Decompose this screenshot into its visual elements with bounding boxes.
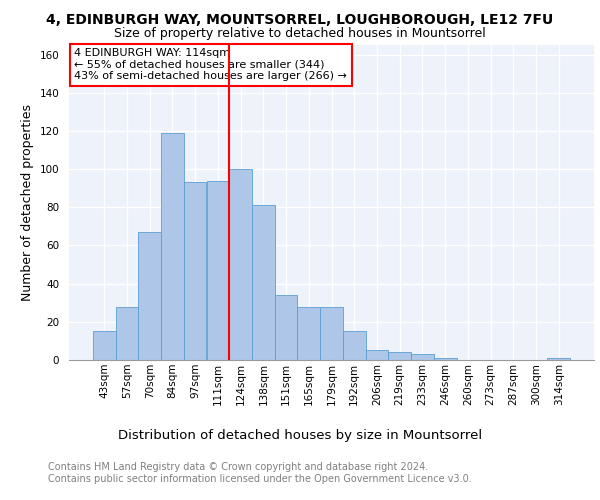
Bar [320, 306, 343, 360]
Bar [252, 206, 275, 360]
Bar [275, 295, 298, 360]
Text: Contains HM Land Registry data © Crown copyright and database right 2024.: Contains HM Land Registry data © Crown c… [48, 462, 428, 472]
Y-axis label: Number of detached properties: Number of detached properties [21, 104, 34, 301]
Bar [434, 358, 457, 360]
Bar [229, 169, 252, 360]
Bar [139, 232, 161, 360]
Text: Size of property relative to detached houses in Mountsorrel: Size of property relative to detached ho… [114, 28, 486, 40]
Bar [298, 306, 320, 360]
Bar [388, 352, 411, 360]
Bar [93, 332, 116, 360]
Text: Contains public sector information licensed under the Open Government Licence v3: Contains public sector information licen… [48, 474, 472, 484]
Text: Distribution of detached houses by size in Mountsorrel: Distribution of detached houses by size … [118, 430, 482, 442]
Bar [343, 332, 365, 360]
Bar [365, 350, 388, 360]
Bar [161, 133, 184, 360]
Text: 4, EDINBURGH WAY, MOUNTSORREL, LOUGHBOROUGH, LE12 7FU: 4, EDINBURGH WAY, MOUNTSORREL, LOUGHBORO… [46, 12, 554, 26]
Text: 4 EDINBURGH WAY: 114sqm
← 55% of detached houses are smaller (344)
43% of semi-d: 4 EDINBURGH WAY: 114sqm ← 55% of detache… [74, 48, 347, 82]
Bar [206, 180, 229, 360]
Bar [411, 354, 434, 360]
Bar [547, 358, 570, 360]
Bar [116, 306, 139, 360]
Bar [184, 182, 206, 360]
